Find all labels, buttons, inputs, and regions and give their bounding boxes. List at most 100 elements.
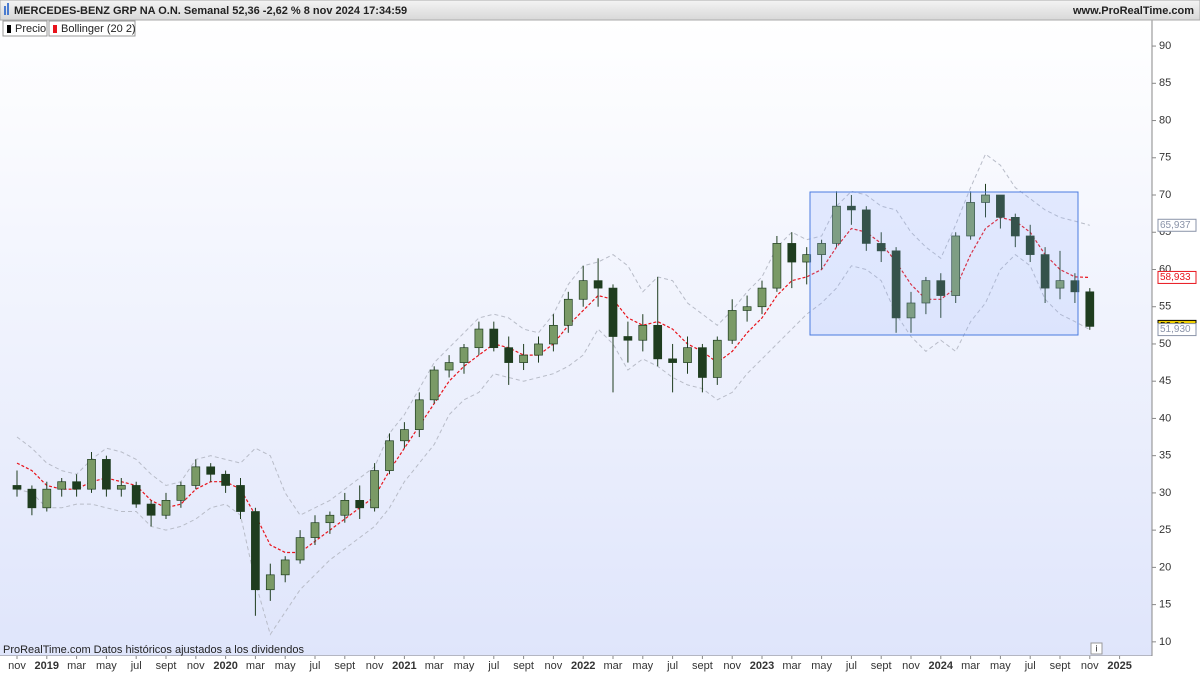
candle-body xyxy=(102,459,111,490)
candle-body xyxy=(221,473,230,486)
x-tick-label: jul xyxy=(666,660,678,672)
candle-body xyxy=(340,500,350,516)
legend: Precio Bollinger (20 2) xyxy=(2,20,136,37)
candle-body xyxy=(265,574,275,591)
x-tick-label: sept xyxy=(692,660,713,672)
candle-body xyxy=(1055,280,1065,289)
legend-label: Precio xyxy=(15,23,46,35)
candle-body xyxy=(27,488,37,509)
footnote: ProRealTime.com Datos históricos ajustad… xyxy=(3,644,305,656)
candle-body xyxy=(966,202,975,237)
x-axis-background xyxy=(0,656,1200,675)
y-tick-label: 70 xyxy=(1159,189,1171,201)
candle-body xyxy=(832,205,841,244)
x-tick-label: nov xyxy=(8,660,26,672)
candle-body xyxy=(623,336,633,341)
candle-body xyxy=(489,328,499,349)
info-icon[interactable]: i xyxy=(1090,642,1103,655)
x-tick-label: sept xyxy=(334,660,355,672)
y-tick-label: 40 xyxy=(1159,412,1171,424)
x-tick-label: 2023 xyxy=(750,660,774,672)
legend-label: Bollinger (20 2) xyxy=(61,23,136,35)
candle-body xyxy=(191,466,201,486)
candle-body xyxy=(370,470,379,509)
candle-body xyxy=(847,205,856,211)
x-tick-label: may xyxy=(990,660,1011,672)
candle-body xyxy=(12,485,22,490)
candle-body xyxy=(787,243,797,263)
y-tick-label: 10 xyxy=(1159,636,1171,648)
candle-body xyxy=(921,280,931,304)
candle-body xyxy=(861,209,871,244)
x-tick-label: mar xyxy=(246,660,265,672)
candle-body xyxy=(951,235,961,296)
candle-body xyxy=(563,298,573,326)
candle-body xyxy=(906,302,916,319)
candle-body xyxy=(742,306,752,311)
candle-body xyxy=(176,485,186,501)
candle-body xyxy=(236,485,245,512)
candle-body xyxy=(668,358,677,363)
axis-background xyxy=(1152,20,1200,656)
x-tick-label: jul xyxy=(130,660,142,672)
last-value-label: 51,930 xyxy=(1160,324,1191,335)
plot-background xyxy=(0,20,1152,656)
candle-body xyxy=(712,339,722,378)
y-tick-label: 30 xyxy=(1159,487,1171,499)
candle-body xyxy=(1040,254,1050,289)
legend-box xyxy=(2,20,48,37)
x-tick-label: may xyxy=(632,660,653,672)
y-tick-label: 15 xyxy=(1159,599,1171,611)
x-tick-label: 2024 xyxy=(929,660,954,672)
last-value-label: 65,937 xyxy=(1160,220,1191,231)
candle-body xyxy=(280,559,290,576)
candle-body xyxy=(1085,291,1095,327)
y-tick-label: 55 xyxy=(1159,301,1171,313)
x-tick-label: 2022 xyxy=(571,660,595,672)
candle-body xyxy=(936,280,946,296)
x-tick-label: mar xyxy=(425,660,444,672)
candle-body xyxy=(355,500,365,509)
title-bar xyxy=(0,0,1200,21)
x-tick-label: mar xyxy=(67,660,86,672)
last-value-box xyxy=(1157,270,1197,284)
y-tick-label: 25 xyxy=(1159,524,1171,536)
x-tick-label: nov xyxy=(545,660,563,672)
candle-body xyxy=(161,500,171,516)
candle-body xyxy=(72,481,81,490)
x-tick-label: sept xyxy=(871,660,892,672)
candle-body xyxy=(414,399,424,430)
x-tick-label: may xyxy=(96,660,117,672)
candle-body xyxy=(385,440,394,471)
candle-body xyxy=(727,310,737,341)
candle-body xyxy=(876,243,886,252)
y-tick-label: 50 xyxy=(1159,338,1171,350)
candle-body xyxy=(1070,280,1080,293)
candle-body xyxy=(891,250,901,319)
candle-body xyxy=(1025,235,1035,255)
last-value-box xyxy=(1157,323,1197,337)
candle-body xyxy=(206,466,216,475)
last-value-label: 58,933 xyxy=(1160,272,1191,283)
candle-body xyxy=(534,343,543,356)
candle-body xyxy=(131,485,141,505)
x-tick-label: nov xyxy=(366,660,384,672)
candle-body xyxy=(429,369,439,401)
candle-body xyxy=(400,429,409,442)
candle-body xyxy=(578,280,588,300)
candle-body xyxy=(981,194,990,203)
x-tick-label: mar xyxy=(604,660,623,672)
x-tick-label: 2021 xyxy=(392,660,416,672)
candle-body xyxy=(638,324,648,341)
x-tick-label: 2025 xyxy=(1107,660,1131,672)
y-tick-label: 80 xyxy=(1159,114,1171,126)
y-tick-label: 90 xyxy=(1159,40,1171,52)
legend-swatch xyxy=(53,25,57,33)
bollinger-lower xyxy=(16,253,1091,636)
candle-body xyxy=(474,328,484,349)
candle-body xyxy=(608,287,618,337)
legend-box xyxy=(48,20,136,37)
candle-body xyxy=(325,514,335,524)
candle-body xyxy=(802,254,812,263)
